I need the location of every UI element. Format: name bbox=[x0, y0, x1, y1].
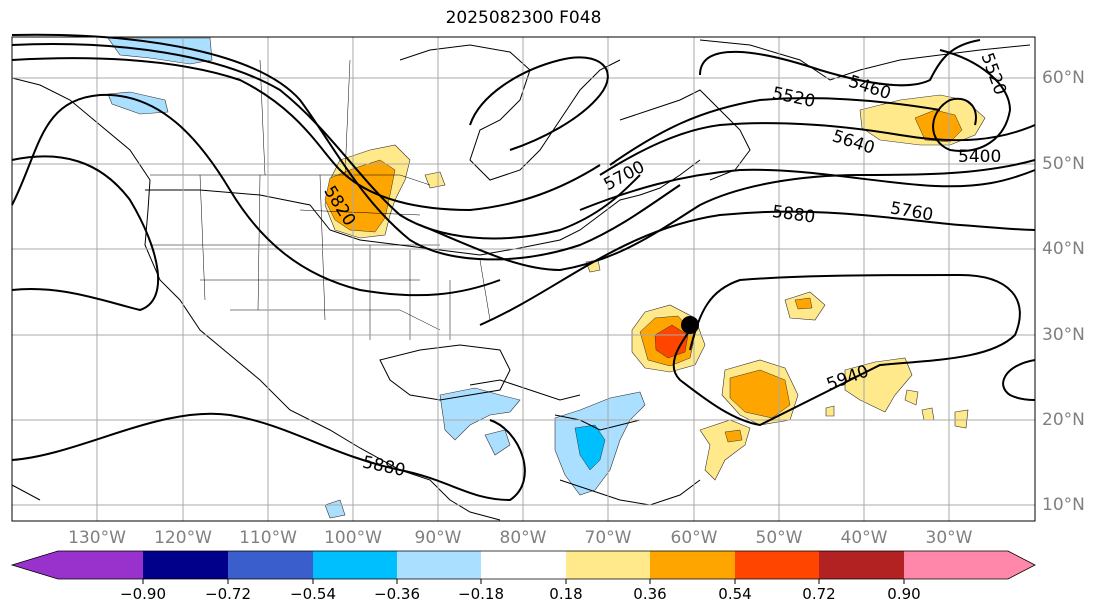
latitude-label: 60°N bbox=[1042, 68, 1085, 88]
anomaly-orange-area bbox=[794, 297, 813, 310]
anomaly-light-orange-area bbox=[844, 357, 913, 413]
longitude-label: 50°W bbox=[755, 528, 803, 548]
map-frame bbox=[11, 36, 1036, 522]
anomaly-light-blue-area bbox=[484, 429, 511, 456]
longitude-label: 40°W bbox=[840, 528, 888, 548]
anomaly-light-orange-area bbox=[825, 405, 835, 417]
anomaly-light-blue-area bbox=[107, 91, 169, 115]
contour-label: 5880 bbox=[361, 452, 407, 481]
anomaly-light-orange-area bbox=[699, 419, 751, 481]
colorbar-tick-label: −0.36 bbox=[374, 585, 420, 603]
anomaly-light-orange-area bbox=[921, 407, 935, 421]
latitude-label: 40°N bbox=[1042, 239, 1085, 259]
contour-label: 5520 bbox=[770, 83, 816, 112]
colorbar-tick-label: 0.54 bbox=[718, 585, 752, 603]
height-contours bbox=[11, 33, 1036, 502]
contour-label: 5400 bbox=[958, 147, 1001, 167]
longitude-label: 70°W bbox=[584, 528, 632, 548]
longitude-label: 60°W bbox=[670, 528, 718, 548]
coastlines bbox=[11, 39, 1031, 521]
longitude-label: 30°W bbox=[925, 528, 973, 548]
anomaly-orange-area bbox=[724, 429, 743, 443]
anomaly-light-orange-area bbox=[954, 409, 969, 429]
anomaly-light-blue-area bbox=[439, 387, 521, 441]
storm-position-marker bbox=[681, 316, 699, 334]
colorbar-tick-label: −0.90 bbox=[120, 585, 166, 603]
latitude-label: 30°N bbox=[1042, 325, 1085, 345]
latitude-label: 10°N bbox=[1042, 495, 1085, 515]
colorbar-tick-label: 0.36 bbox=[633, 585, 667, 603]
colorbar-tick-label: 0.18 bbox=[549, 585, 583, 603]
longitude-label: 120°W bbox=[154, 528, 212, 548]
map-title: 2025082300 F048 bbox=[445, 8, 602, 28]
contour-label: 5760 bbox=[889, 198, 935, 225]
anomaly-light-blue-area bbox=[324, 499, 346, 519]
longitude-label: 130°W bbox=[68, 528, 126, 548]
anomaly-orange-area bbox=[729, 369, 791, 419]
anomaly-shading bbox=[107, 37, 986, 519]
anomaly-light-orange-area bbox=[904, 389, 919, 406]
colorbar-tick-label: −0.72 bbox=[205, 585, 251, 603]
contour-label: 5880 bbox=[771, 202, 817, 228]
political-borders bbox=[150, 59, 491, 340]
colorbar-tick-label: 0.90 bbox=[887, 585, 921, 603]
colorbar-tick-label: 0.72 bbox=[802, 585, 836, 603]
colorbar-tick-label: −0.54 bbox=[290, 585, 336, 603]
longitude-label: 110°W bbox=[239, 528, 297, 548]
anomaly-red-orange-area bbox=[654, 324, 689, 359]
anomaly-blue-area bbox=[574, 424, 606, 471]
colorbar-tick-label: −0.18 bbox=[458, 585, 504, 603]
anomaly-light-orange-area bbox=[424, 171, 446, 189]
latitude-label: 20°N bbox=[1042, 410, 1085, 430]
longitude-label: 80°W bbox=[499, 528, 547, 548]
contour-label: 5520 bbox=[976, 50, 1010, 97]
latitude-label: 50°N bbox=[1042, 154, 1085, 174]
longitude-label: 100°W bbox=[324, 528, 382, 548]
longitude-label: 90°W bbox=[414, 528, 462, 548]
